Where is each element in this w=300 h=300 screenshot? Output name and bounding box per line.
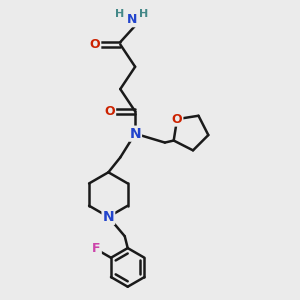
Text: N: N <box>103 210 114 224</box>
Text: H: H <box>139 9 148 19</box>
Text: H: H <box>115 9 124 19</box>
Text: F: F <box>92 242 101 255</box>
Text: O: O <box>105 105 115 118</box>
Text: O: O <box>90 38 100 51</box>
Text: N: N <box>126 13 137 26</box>
Text: O: O <box>172 112 182 126</box>
Text: N: N <box>129 127 141 141</box>
